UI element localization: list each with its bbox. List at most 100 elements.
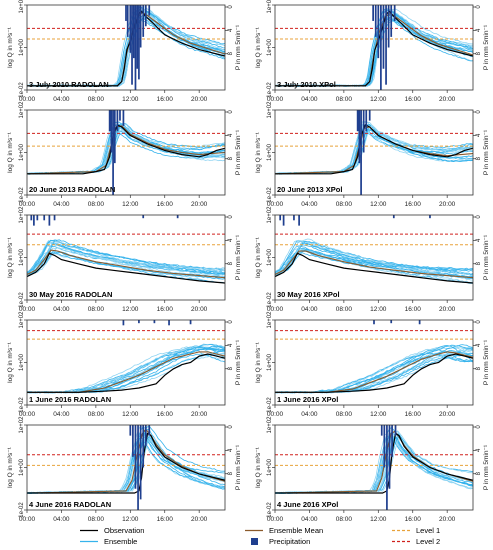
- x-tick-label: 12:00: [370, 306, 387, 313]
- precipitation-bar: [33, 215, 35, 226]
- ensemble-line: [27, 433, 225, 494]
- x-tick-label: 16:00: [157, 201, 174, 208]
- x-tick-label: 04:00: [53, 306, 70, 313]
- panel: 00:00 04:00 08:00 12:00 16:00 20:00 1e-02 1e+00…: [7, 206, 242, 313]
- observation-line: [275, 353, 473, 393]
- right-y-tick-label: 8: [476, 471, 482, 475]
- precipitation-bar: [293, 215, 295, 221]
- panel: 00:00 04:00 08:00 12:00 16:00 20:00 1e-02 1e+00…: [255, 206, 490, 313]
- right-y-tick-label: 8: [476, 51, 482, 55]
- x-tick-label: 16:00: [405, 516, 422, 523]
- legend-label: Ensemble Mean: [269, 526, 323, 535]
- y-tick-label: 1e+02: [267, 206, 273, 224]
- right-y-tick-label: 8: [476, 366, 482, 370]
- precipitation-bar: [30, 215, 33, 221]
- precipitation-bar: [139, 5, 142, 48]
- right-y-tick-label: 4: [476, 448, 482, 452]
- panel-title: 4 June 2016 XPol: [277, 500, 338, 509]
- precipitation-bar: [360, 110, 362, 195]
- precipitation-bar: [388, 425, 391, 489]
- x-tick-label: 00:00: [267, 516, 284, 523]
- ensemble-line: [27, 348, 225, 394]
- precipitation-bar: [358, 110, 361, 164]
- legend-label: Ensemble: [104, 537, 137, 546]
- precipitation-bar: [372, 5, 374, 21]
- ensemble-line: [275, 133, 473, 175]
- ensemble-line: [27, 436, 225, 494]
- precipitation-bar: [136, 5, 139, 69]
- precipitation-bar: [113, 110, 116, 164]
- panel: 00:00 04:00 08:00 12:00 16:00 20:00 1e-02 1e+00…: [255, 0, 490, 103]
- legend-item-ensemble_mean: Ensemble Mean: [245, 526, 323, 535]
- ensemble-line: [27, 438, 225, 494]
- x-tick-label: 04:00: [301, 411, 318, 418]
- x-tick-label: 16:00: [405, 306, 422, 313]
- legend-label: Level 1: [416, 526, 440, 535]
- precipitation-bar: [390, 5, 393, 37]
- precipitation-bar: [380, 5, 382, 90]
- observation-line: [275, 252, 473, 284]
- precipitation-bar: [126, 5, 129, 37]
- x-tick-label: 00:00: [267, 201, 284, 208]
- ensemble-line: [275, 432, 473, 494]
- x-tick-label: 08:00: [88, 201, 105, 208]
- ensemble-line: [275, 435, 473, 494]
- right-y-axis-label: P in mm 5min⁻¹: [483, 129, 490, 175]
- right-y-tick-label: 0: [228, 5, 234, 9]
- x-tick-label: 04:00: [53, 411, 70, 418]
- y-tick-label: 1e-02: [267, 82, 273, 98]
- y-tick-label: 1e+00: [19, 248, 25, 266]
- plot-frame: [274, 214, 474, 301]
- precipitation-bar: [131, 5, 133, 85]
- x-tick-label: 12:00: [122, 306, 139, 313]
- precipitation-bar: [374, 5, 377, 37]
- x-tick-label: 12:00: [370, 411, 387, 418]
- right-y-axis-label: P in mm 5min⁻¹: [235, 234, 242, 280]
- precipitation-bar: [386, 425, 388, 510]
- panel: 00:00 04:00 08:00 12:00 16:00 20:00 1e-02 1e+00…: [255, 101, 490, 208]
- right-y-tick-label: 4: [476, 28, 482, 32]
- x-tick-label: 12:00: [370, 516, 387, 523]
- observation-line: [275, 432, 473, 494]
- y-tick-label: 1e-02: [19, 502, 25, 518]
- y-axis-label: log Q in m³s⁻¹: [255, 26, 262, 67]
- y-tick-label: 1e+00: [267, 248, 273, 266]
- right-y-tick-label: 0: [476, 320, 482, 324]
- x-tick-label: 04:00: [53, 96, 70, 103]
- right-y-tick-label: 4: [228, 133, 234, 137]
- precipitation-bar: [382, 5, 385, 69]
- precipitation-bar: [148, 5, 151, 16]
- ensemble-line: [275, 13, 473, 87]
- precipitation-bar: [418, 320, 421, 325]
- right-y-tick-label: 4: [476, 343, 482, 347]
- plot-area: [275, 5, 473, 90]
- x-tick-label: 20:00: [191, 201, 208, 208]
- y-tick-label: 1e+02: [267, 311, 273, 329]
- right-y-tick-label: 4: [228, 343, 234, 347]
- x-tick-label: 08:00: [336, 96, 353, 103]
- precipitation-bar: [112, 110, 114, 195]
- right-y-tick-label: 8: [228, 51, 234, 55]
- right-y-tick-label: 0: [228, 215, 234, 219]
- plot-area: [27, 5, 225, 90]
- precipitation-bar: [137, 425, 139, 510]
- y-tick-label: 1e+02: [267, 416, 273, 434]
- right-y-tick-label: 0: [228, 320, 234, 324]
- precipitation-bar: [168, 320, 170, 326]
- precipitation-bar: [108, 110, 111, 132]
- y-tick-label: 1e-02: [267, 292, 273, 308]
- ensemble-line: [275, 242, 473, 276]
- right-y-tick-label: 0: [476, 215, 482, 219]
- panel-title: 3 July 2010 RADOLAN: [29, 80, 109, 89]
- y-tick-label: 1e+02: [267, 101, 273, 119]
- x-tick-label: 20:00: [439, 201, 456, 208]
- precipitation-bar: [391, 425, 393, 457]
- precipitation-bar: [385, 5, 387, 85]
- precipitation-bar: [377, 5, 380, 59]
- legend-item-precipitation: Precipitation: [251, 537, 310, 546]
- ensemble-mean-line: [275, 250, 473, 279]
- plot-area: [27, 215, 225, 284]
- y-tick-label: 1e-02: [267, 502, 273, 518]
- y-tick-label: 1e-02: [19, 82, 25, 98]
- right-y-tick-label: 4: [228, 238, 234, 242]
